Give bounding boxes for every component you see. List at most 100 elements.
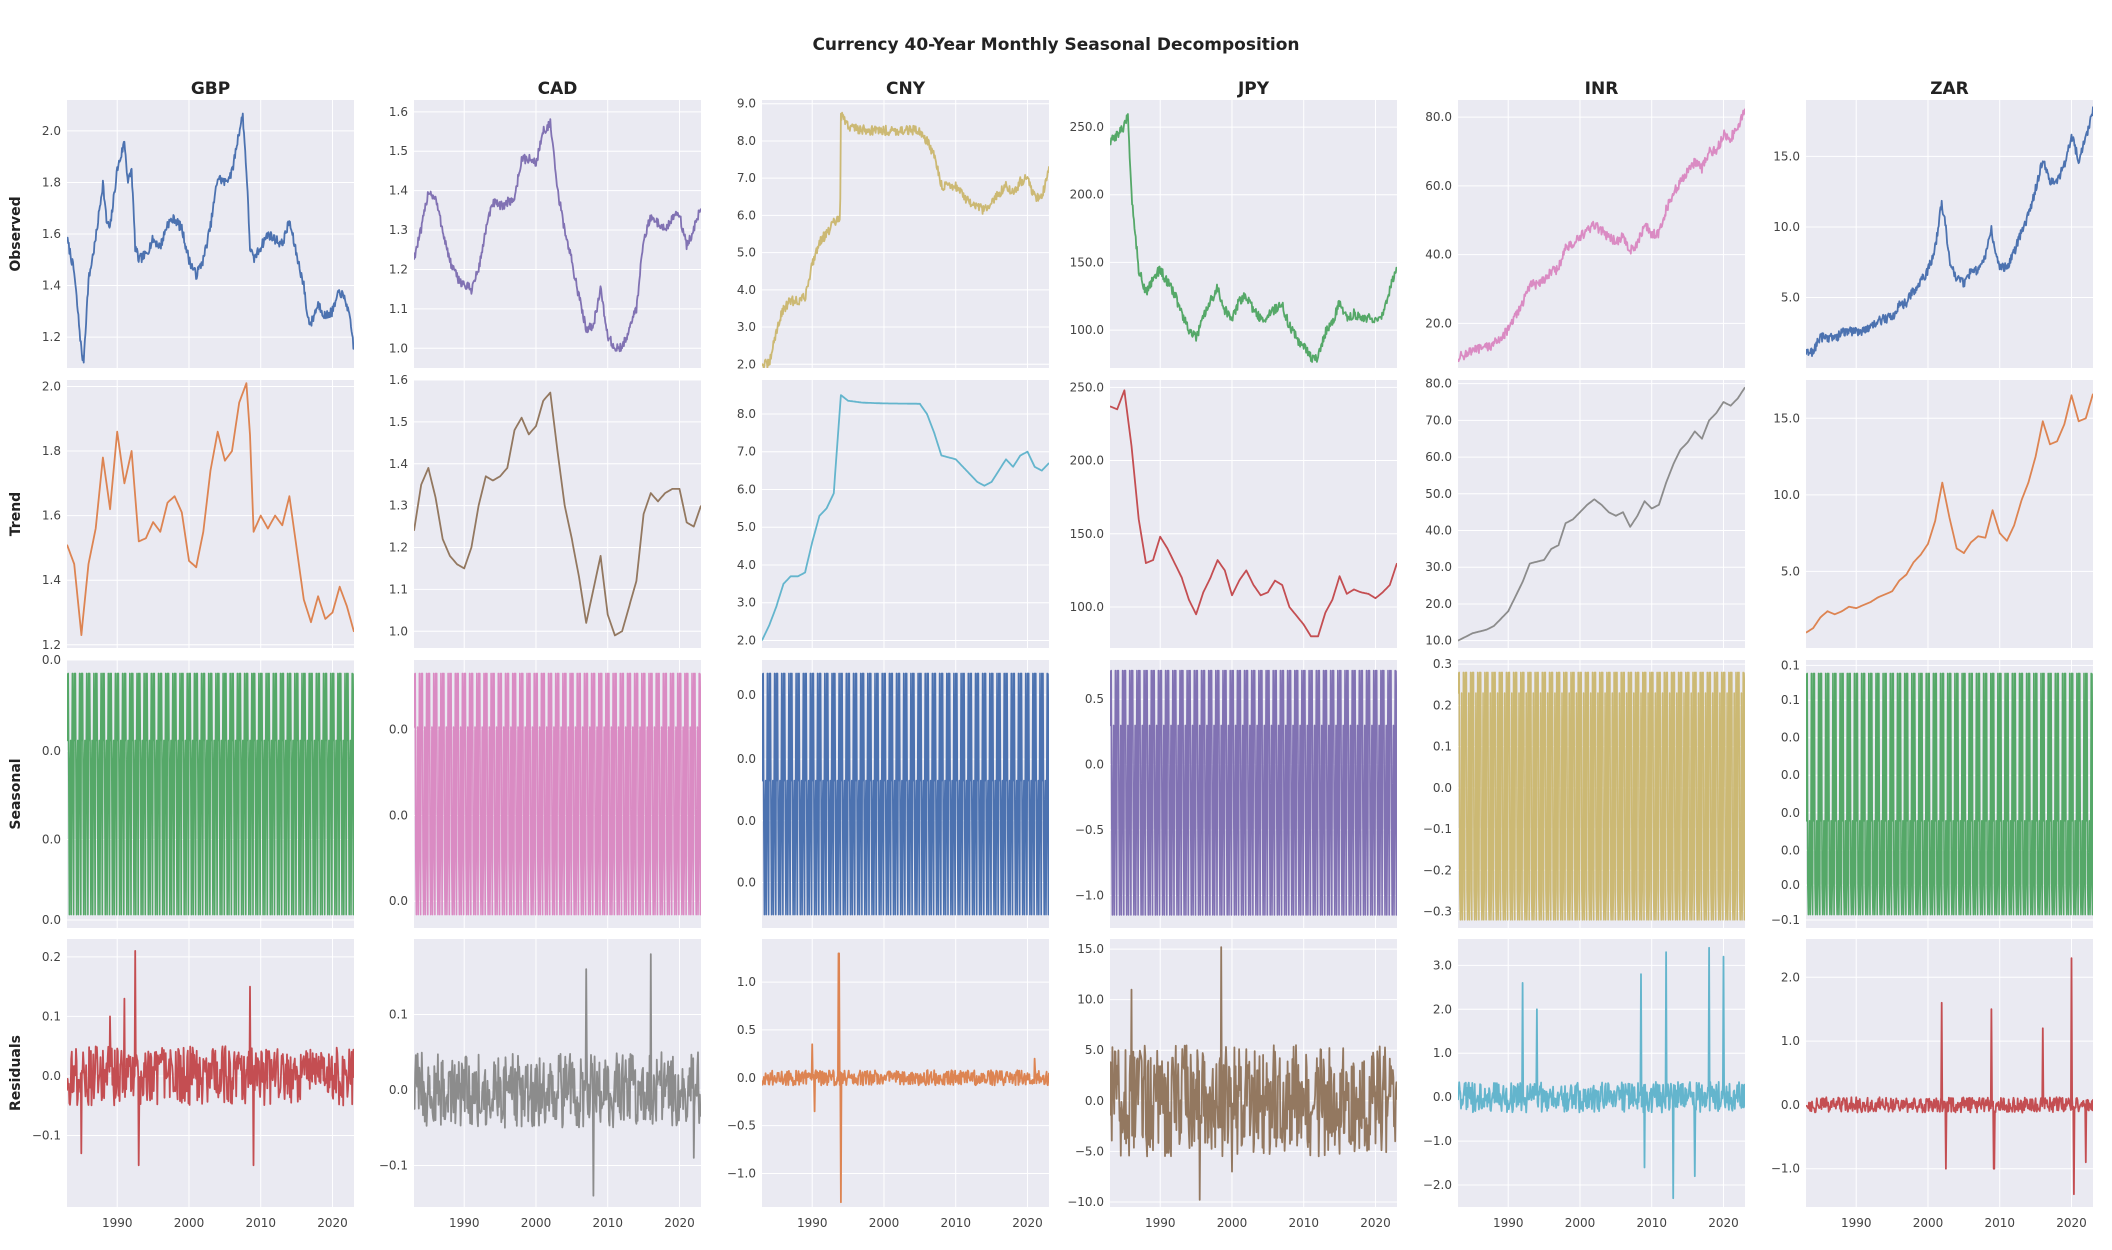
y-tick-label: 1.4 — [389, 184, 408, 198]
y-tick-label: 4.0 — [737, 283, 756, 297]
panel-inr-trend: 10.0 20.0 30.0 40.0 50.0 60.0 70.0 80.0 — [1425, 377, 1745, 648]
y-tick-label: 1.2 — [42, 638, 61, 652]
y-tick-label: 2.0 — [1433, 1002, 1452, 1016]
y-tick-label: 0.0 — [1781, 843, 1800, 857]
y-tick-label: 1.0 — [737, 975, 756, 989]
series-line-zar-trend — [1806, 393, 2093, 634]
x-tick-label: 2000 — [174, 1216, 205, 1230]
y-tick-label: 100.0 — [1070, 600, 1104, 614]
y-tick-label: 1.8 — [42, 175, 61, 189]
series-line-inr-residuals — [1458, 946, 1745, 1200]
x-tick-label: 1990 — [449, 1216, 480, 1230]
panel-grid: 1.21.41.61.82.01.21.41.61.82.00.00.00.00… — [32, 97, 2093, 1230]
y-tick-label: 2.0 — [737, 633, 756, 647]
y-tick-label: 1.8 — [42, 444, 61, 458]
x-tick-label: 1990 — [797, 1216, 828, 1230]
x-tick-label: 1990 — [1493, 1216, 1524, 1230]
series-line-jpy-residuals — [1110, 946, 1397, 1201]
y-tick-label: 0.1 — [389, 1007, 408, 1021]
panel-background — [1110, 380, 1397, 648]
y-tick-label: 0.0 — [1085, 1094, 1104, 1108]
y-tick-label: 15.0 — [1077, 942, 1104, 956]
y-tick-label: 5.0 — [1781, 564, 1800, 578]
y-tick-label: 10.0 — [1425, 634, 1452, 648]
y-tick-label: 50.0 — [1425, 487, 1452, 501]
y-tick-label: 80.0 — [1425, 110, 1452, 124]
y-tick-label: 5.0 — [737, 246, 756, 260]
y-tick-label: 1.5 — [389, 144, 408, 158]
y-tick-label: 0.0 — [1781, 806, 1800, 820]
x-tick-label: 2000 — [521, 1216, 552, 1230]
panel-cny-seasonal: 0.0 0.0 0.0 0.0 — [737, 660, 1049, 928]
y-tick-label: 0.0 — [737, 688, 756, 702]
panel-background — [414, 380, 701, 648]
y-tick-label: 8.0 — [737, 134, 756, 148]
series-line-gbp-seasonal — [67, 672, 354, 916]
y-tick-label: 60.0 — [1425, 179, 1452, 193]
x-tick-label: 2020 — [1360, 1216, 1391, 1230]
y-tick-label: 3.0 — [737, 596, 756, 610]
x-tick-label: 2010 — [1288, 1216, 1319, 1230]
y-tick-label: 1.4 — [42, 573, 61, 587]
y-tick-label: 5.0 — [1085, 1043, 1104, 1057]
x-tick-label: 2010 — [1636, 1216, 1667, 1230]
series-line-inr-seasonal — [1458, 671, 1745, 921]
y-tick-label: −0.1 — [1423, 822, 1452, 836]
panel-cny-observed: 2.0 3.0 4.0 5.0 6.0 7.0 8.0 9.0 — [737, 97, 1049, 371]
series-line-cad-observed — [414, 118, 701, 353]
x-tick-label: 2010 — [245, 1216, 276, 1230]
panel-inr-residuals: −2.0 −1.0 0.0 1.0 2.0 3.0 1990 2000 2010 2020 — [1423, 939, 1745, 1230]
panel-cad-seasonal: 0.0 0.0 0.0 — [389, 660, 701, 928]
x-tick-label: 2020 — [1708, 1216, 1739, 1230]
y-tick-label: 0.0 — [42, 653, 61, 667]
column-titles: GBP CAD CNY JPY INR ZAR — [191, 79, 1969, 99]
column-title-gbp: GBP — [191, 79, 230, 99]
y-tick-label: 1.0 — [389, 341, 408, 355]
y-tick-label: 250.0 — [1070, 120, 1104, 134]
y-tick-label: 200.0 — [1070, 188, 1104, 202]
y-tick-label: 1.2 — [389, 262, 408, 276]
series-line-jpy-seasonal — [1110, 669, 1397, 916]
chart-title: Currency 40-Year Monthly Seasonal Decomp… — [812, 35, 1299, 55]
y-tick-label: 0.0 — [1781, 768, 1800, 782]
panel-jpy-trend: 100.0 150.0 200.0 250.0 — [1070, 380, 1397, 648]
y-tick-label: 1.2 — [389, 541, 408, 555]
y-tick-label: −1.0 — [1771, 1162, 1800, 1176]
y-tick-label: 6.0 — [737, 482, 756, 496]
panel-cad-residuals: −0.1 0.0 0.1 1990 2000 2010 2020 — [379, 939, 701, 1230]
y-tick-label: 250.0 — [1070, 380, 1104, 394]
row-label-seasonal: Seasonal — [8, 758, 24, 829]
row-labels: Observed Trend Seasonal Residuals — [8, 196, 24, 1111]
y-tick-label: 0.1 — [1433, 740, 1452, 754]
panel-gbp-observed: 1.2 1.4 1.6 1.8 2.0 — [42, 100, 354, 368]
y-tick-label: 0.1 — [1781, 658, 1800, 672]
panel-background — [1806, 100, 2093, 368]
y-tick-label: 0.2 — [1433, 698, 1452, 712]
y-tick-label: 30.0 — [1425, 560, 1452, 574]
y-tick-label: 6.0 — [737, 208, 756, 222]
y-tick-label: 0.0 — [737, 1071, 756, 1085]
panel-zar-observed: 5.0 10.0 15.0 — [1773, 100, 2093, 368]
series-line-cny-seasonal — [762, 672, 1049, 916]
y-tick-label: 150.0 — [1070, 527, 1104, 541]
y-tick-label: 0.0 — [1085, 758, 1104, 772]
y-tick-label: 0.0 — [1781, 731, 1800, 745]
y-tick-label: 1.1 — [389, 582, 408, 596]
y-tick-label: 3.0 — [737, 320, 756, 334]
panel-inr-seasonal: −0.3 −0.2 −0.1 0.0 0.1 0.2 0.3 — [1423, 657, 1745, 928]
panel-gbp-trend: 1.2 1.4 1.6 1.8 2.0 — [42, 379, 354, 652]
panel-background — [1458, 380, 1745, 648]
y-tick-label: 200.0 — [1070, 454, 1104, 468]
y-tick-label: 0.5 — [737, 1023, 756, 1037]
panel-background — [414, 100, 701, 368]
y-tick-label: 1.6 — [42, 227, 61, 241]
y-tick-label: 10.0 — [1773, 220, 1800, 234]
series-line-cad-seasonal — [414, 672, 701, 916]
y-tick-label: 2.0 — [42, 124, 61, 138]
panel-background — [1806, 939, 2093, 1207]
y-tick-label: 0.0 — [389, 723, 408, 737]
panel-zar-trend: 5.0 10.0 15.0 — [1773, 380, 2093, 648]
y-tick-label: 0.0 — [1433, 1090, 1452, 1104]
y-tick-label: 2.0 — [42, 379, 61, 393]
panel-zar-residuals: −1.0 0.0 1.0 2.0 1990 2000 2010 2020 — [1771, 939, 2093, 1230]
